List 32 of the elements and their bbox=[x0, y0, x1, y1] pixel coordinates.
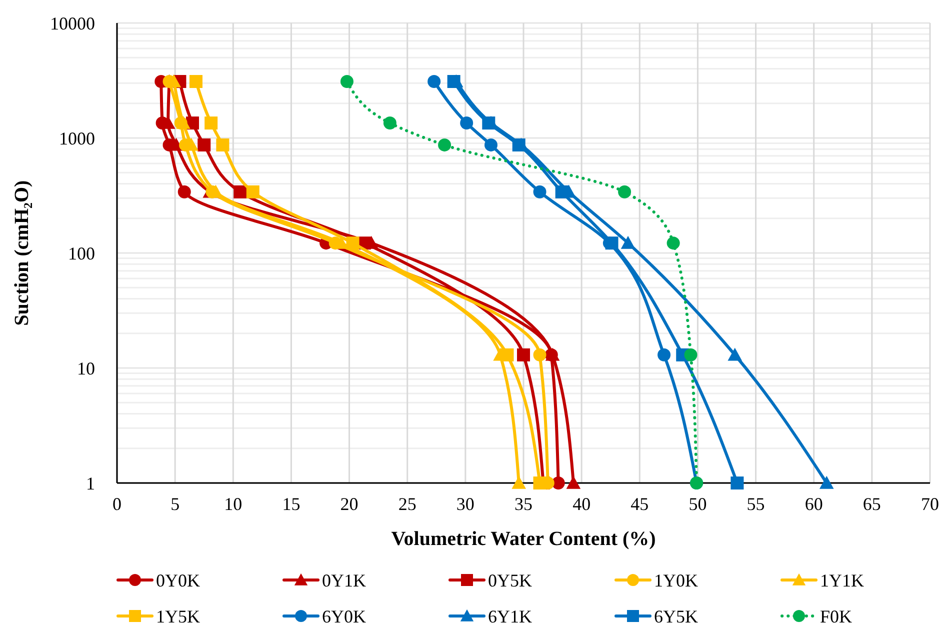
y-axis-title: Suction (cmH₂O) bbox=[11, 180, 33, 326]
x-tick-label: 25 bbox=[398, 494, 416, 514]
y-tick-label: 10000 bbox=[50, 13, 95, 34]
x-tick-label: 50 bbox=[688, 494, 707, 514]
x-tick-label: 40 bbox=[572, 494, 591, 514]
y-tick-label: 100 bbox=[68, 243, 95, 264]
legend-label: 0Y0K bbox=[156, 570, 200, 590]
y-tick-label: 1000 bbox=[59, 128, 95, 148]
x-tick-label: 0 bbox=[112, 494, 122, 514]
legend-label: 6Y5K bbox=[654, 606, 698, 626]
x-tick-label: 5 bbox=[170, 494, 180, 514]
x-tick-label: 30 bbox=[456, 494, 474, 514]
legend-label: 1Y5K bbox=[156, 606, 200, 626]
y-tick-label: 1 bbox=[86, 473, 95, 494]
x-tick-label: 65 bbox=[862, 494, 881, 514]
legend-label: F0K bbox=[820, 606, 852, 626]
y-tick-label: 10 bbox=[77, 358, 95, 378]
x-tick-label: 60 bbox=[804, 494, 823, 514]
x-axis-title: Volumetric Water Content (%) bbox=[391, 528, 656, 550]
x-tick-label: 10 bbox=[224, 494, 242, 514]
x-tick-label: 20 bbox=[340, 494, 358, 514]
legend-label: 6Y1K bbox=[488, 606, 532, 626]
x-tick-label: 70 bbox=[921, 494, 939, 514]
legend-label: 0Y1K bbox=[322, 570, 366, 590]
x-tick-label: 45 bbox=[630, 494, 649, 514]
x-tick-label: 55 bbox=[746, 494, 765, 514]
x-tick-label: 15 bbox=[282, 494, 300, 514]
legend-label: 0Y5K bbox=[488, 570, 532, 590]
legend-label: 1Y0K bbox=[654, 570, 698, 590]
legend-label: 6Y0K bbox=[322, 606, 366, 626]
legend-label: 1Y1K bbox=[820, 570, 864, 590]
x-tick-label: 35 bbox=[514, 494, 532, 514]
